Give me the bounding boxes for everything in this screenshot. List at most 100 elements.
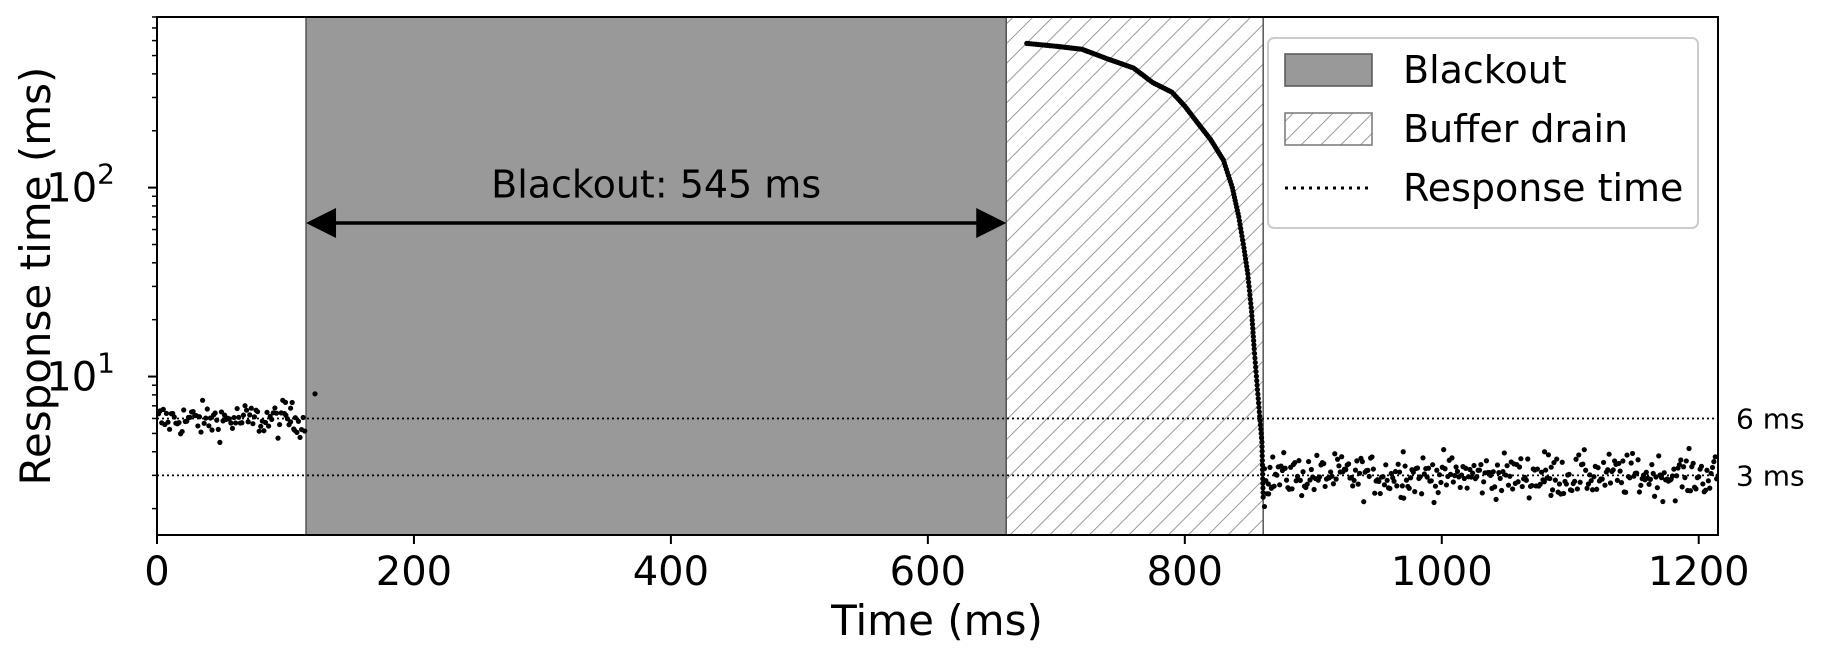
data-point <box>312 391 318 397</box>
data-point <box>1254 378 1260 384</box>
data-point <box>1381 482 1388 488</box>
data-point <box>1435 489 1441 496</box>
data-point <box>1654 485 1660 491</box>
data-point <box>1414 465 1421 471</box>
data-point <box>1237 222 1243 228</box>
data-point <box>1314 452 1320 458</box>
data-point <box>1388 470 1394 477</box>
data-point <box>1463 465 1469 471</box>
data-point <box>272 405 278 411</box>
data-point <box>229 425 236 431</box>
data-point <box>1251 338 1257 344</box>
data-point <box>269 416 275 423</box>
data-point <box>1329 473 1335 479</box>
data-point <box>1270 454 1276 460</box>
y-tick-label-1: 102 <box>46 158 115 212</box>
data-point <box>1577 479 1583 485</box>
data-point <box>1430 462 1436 468</box>
data-point <box>1245 271 1251 277</box>
data-point <box>181 407 187 413</box>
data-point <box>1680 464 1687 470</box>
data-point <box>1293 478 1299 484</box>
data-point <box>1376 478 1382 484</box>
data-point <box>1505 482 1512 488</box>
data-point <box>1260 471 1266 477</box>
x-axis-ticks: 0 200 400 600 800 1000 1200 <box>144 535 1750 595</box>
data-point <box>1366 473 1372 480</box>
y-axis-label: Response time (ms) <box>11 67 60 486</box>
data-point <box>1669 473 1676 479</box>
data-point <box>1690 460 1696 466</box>
data-point <box>1317 474 1323 480</box>
data-point <box>1676 462 1683 468</box>
data-point <box>1420 455 1426 461</box>
data-point <box>1336 463 1342 469</box>
data-point <box>1266 491 1272 497</box>
data-point <box>1449 455 1455 461</box>
data-point <box>1407 475 1414 481</box>
x-tick-label-4: 800 <box>1147 549 1223 595</box>
data-point <box>1250 325 1256 331</box>
data-point <box>1709 464 1716 471</box>
data-point <box>1519 483 1525 490</box>
data-point <box>1523 477 1529 483</box>
x-tick-label-6: 1200 <box>1648 549 1750 595</box>
data-point <box>1569 487 1575 494</box>
data-point <box>1461 475 1467 482</box>
data-point <box>1635 457 1641 463</box>
data-point <box>1250 329 1256 336</box>
legend-swatch-blackout <box>1284 53 1373 87</box>
data-point <box>1614 477 1620 483</box>
data-point <box>297 434 303 440</box>
data-point <box>1251 342 1257 348</box>
data-point <box>1554 456 1560 462</box>
legend-label-2: Response time <box>1403 166 1683 210</box>
data-point <box>171 414 177 420</box>
data-point <box>1708 470 1714 477</box>
data-point <box>1260 494 1266 500</box>
data-point <box>187 414 193 420</box>
data-point <box>1258 430 1264 437</box>
data-point <box>1623 489 1629 495</box>
annotation-text: Blackout: 545 ms <box>491 163 821 207</box>
data-point <box>1479 490 1485 496</box>
data-point <box>1616 460 1622 467</box>
data-point <box>273 410 280 416</box>
data-point <box>1274 472 1280 478</box>
data-point <box>275 435 281 441</box>
data-point <box>1300 469 1306 475</box>
data-point <box>1541 479 1547 485</box>
data-point <box>1656 453 1662 459</box>
data-point <box>1649 461 1655 468</box>
data-point <box>1260 489 1266 496</box>
data-point <box>1259 457 1265 464</box>
annotation-arrowhead-right <box>976 207 1007 238</box>
x-tick-label-2: 400 <box>633 549 709 595</box>
data-point <box>258 423 264 429</box>
data-point <box>1696 474 1702 480</box>
data-point <box>1406 485 1412 491</box>
data-point <box>1308 466 1314 473</box>
data-point <box>300 414 306 421</box>
data-point <box>1334 456 1341 462</box>
data-point <box>195 423 201 429</box>
data-point <box>1436 472 1443 478</box>
data-point <box>1563 481 1569 487</box>
data-point <box>1576 452 1582 458</box>
data-point <box>242 403 248 409</box>
data-point <box>1653 474 1659 480</box>
data-point <box>1258 426 1264 432</box>
data-point <box>218 409 225 415</box>
data-point <box>1380 474 1386 480</box>
data-point <box>1369 454 1375 460</box>
data-point <box>203 415 209 421</box>
data-point <box>1294 473 1301 479</box>
data-point <box>1257 417 1263 424</box>
data-point <box>1255 391 1261 397</box>
data-point <box>1259 439 1265 445</box>
data-point <box>1396 469 1403 475</box>
data-point <box>1247 292 1253 298</box>
data-point <box>1707 485 1713 491</box>
data-point <box>1470 470 1476 476</box>
